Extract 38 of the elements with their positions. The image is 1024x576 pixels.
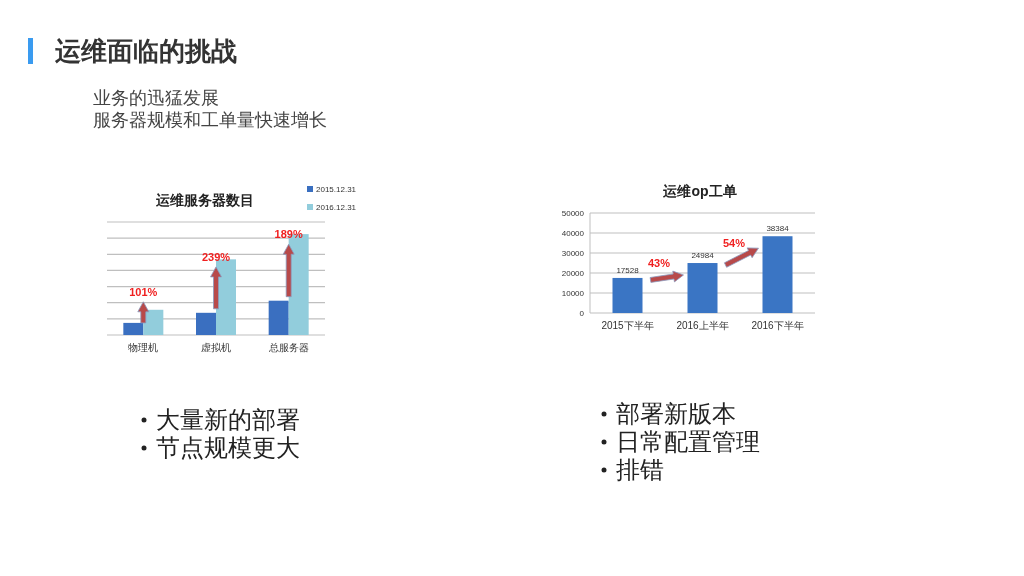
- y-tick-label: 30000: [561, 249, 585, 258]
- data-label: 38384: [766, 224, 790, 234]
- y-tick-label: 10000: [561, 289, 585, 298]
- data-label: 17528: [616, 265, 640, 275]
- legend-label: 2015.12.31: [316, 185, 357, 194]
- x-tick-label: 2016上半年: [676, 320, 729, 331]
- text: 节点规模更大: [156, 434, 300, 461]
- chart-title: 运维服务器数目: [155, 192, 254, 208]
- bar: [762, 236, 793, 313]
- bar: [196, 312, 216, 335]
- text: 服务器规模和工单量快速增长: [93, 110, 327, 130]
- x-tick-label: 物理机: [128, 342, 159, 353]
- annotation: 101%: [129, 285, 158, 298]
- text: 日常配置管理: [616, 428, 760, 455]
- y-tick-label: 20000: [561, 269, 585, 278]
- annotation: 43%: [647, 257, 671, 270]
- text: 排错: [616, 456, 664, 483]
- annotation: 239%: [201, 250, 231, 263]
- text: 业务的迅猛发展: [93, 88, 219, 108]
- chart-title: 运维op工单: [662, 183, 737, 199]
- text: 大量新的部署: [156, 406, 300, 433]
- data-label: 24984: [691, 251, 715, 261]
- y-tick-label: 50000: [561, 209, 585, 218]
- bar: [268, 300, 289, 335]
- y-tick-label: 0: [579, 309, 585, 318]
- y-tick-label: 40000: [561, 229, 585, 238]
- legend-label: 2016.12.31: [316, 203, 357, 212]
- text: 部署新版本: [616, 400, 736, 427]
- bar: [612, 277, 643, 313]
- bar: [123, 322, 144, 335]
- annotation: 54%: [722, 236, 746, 249]
- text: 运维面临的挑战: [54, 36, 237, 66]
- x-tick-label: 虚拟机: [201, 342, 231, 353]
- x-tick-label: 2015下半年: [601, 320, 654, 331]
- bar: [687, 263, 718, 313]
- x-tick-label: 2016下半年: [751, 320, 804, 331]
- x-tick-label: 总服务器: [267, 342, 309, 353]
- annotation: 189%: [274, 228, 303, 241]
